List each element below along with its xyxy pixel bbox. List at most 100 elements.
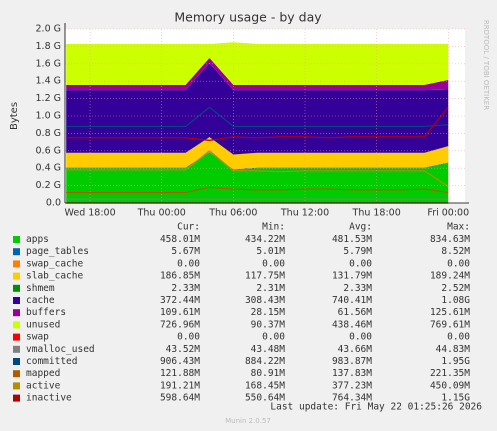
area	[66, 137, 449, 155]
x-tick-label: Fri 00:00	[427, 208, 469, 219]
legend-stat: 598.64M	[160, 393, 200, 404]
legend-stat: 5.79M	[343, 246, 372, 257]
x-tick-label: Wed 18:00	[65, 208, 116, 219]
legend-stat: 1.15G	[441, 393, 470, 404]
legend-label: committed	[26, 356, 77, 367]
line	[66, 106, 449, 128]
column-header: Max:	[447, 222, 470, 233]
legend-stat: 481.53M	[332, 234, 372, 245]
legend-swatch	[13, 272, 20, 280]
legend-stat: 1.08G	[441, 295, 470, 306]
legend-stat: 8.52M	[441, 246, 470, 257]
legend-label: buffers	[26, 307, 66, 318]
x-tick-label: Thu 06:00	[208, 208, 257, 219]
legend-swatch	[13, 321, 20, 329]
legend-stat: 117.75M	[245, 271, 285, 282]
legend-stat: 61.56M	[338, 307, 373, 318]
legend-stat: 769.61M	[430, 319, 470, 330]
legend-stat: 168.45M	[245, 380, 285, 391]
legend-stat: 43.52M	[166, 344, 201, 355]
legend-stat: 5.01M	[256, 246, 285, 257]
legend-stat: 308.43M	[245, 295, 285, 306]
legend-stat: 0.00	[262, 332, 285, 343]
legend-label: page_tables	[26, 246, 89, 257]
legend-swatch	[13, 297, 20, 304]
legend-stat: 43.66M	[338, 344, 373, 355]
legend-label: inactive	[26, 393, 72, 404]
legend-stat: 740.41M	[332, 295, 372, 306]
legend-stat: 458.01M	[160, 234, 200, 245]
legend-stat: 983.87M	[332, 356, 372, 367]
column-header: Cur:	[177, 222, 200, 233]
legend-stat: 726.96M	[160, 319, 200, 330]
legend-stat: 1.95G	[441, 356, 470, 367]
legend-stat: 834.63M	[430, 234, 470, 245]
line	[66, 106, 449, 141]
legend-stat: 121.88M	[160, 368, 200, 379]
legend-label: active	[26, 380, 61, 391]
legend-swatch	[13, 248, 20, 256]
legend-stat: 2.52M	[441, 283, 470, 294]
legend-label: apps	[26, 234, 49, 245]
legend-swatch	[13, 358, 20, 365]
legend-stat: 0.00	[177, 332, 200, 343]
legend-stat: 377.23M	[332, 380, 372, 391]
legend-stat: 0.00	[447, 258, 470, 269]
y-tick-label: 0.2 G	[36, 180, 62, 191]
legend-stat: 0.00	[447, 332, 470, 343]
legend-stat: 0.00	[262, 258, 285, 269]
legend-label: shmem	[26, 283, 55, 294]
side-text: RRDTOOL / TOBI OETIKER	[482, 20, 490, 110]
legend-stat: 109.61M	[160, 307, 200, 318]
legend-label: cache	[26, 295, 55, 306]
legend-stat: 189.24M	[430, 271, 470, 282]
legend-stat: 764.34M	[332, 393, 372, 404]
area	[66, 57, 449, 91]
legend-label: slab_cache	[26, 271, 83, 282]
legend-stat: 438.46M	[332, 319, 372, 330]
legend-stat: 906.43M	[160, 356, 200, 367]
y-tick-label: 0.0	[46, 198, 61, 209]
y-tick-label: 2.0 G	[36, 24, 62, 35]
legend-label: swap_cache	[26, 258, 83, 269]
legend-stat: 221.35M	[430, 368, 470, 379]
legend-label: unused	[26, 319, 60, 330]
y-tick-label: 1.8 G	[36, 41, 62, 52]
legend-swatch	[13, 333, 20, 341]
y-tick-label: 0.4 G	[36, 163, 62, 174]
legend-stat: 90.37M	[251, 319, 286, 330]
column-header: Min:	[262, 222, 285, 233]
line	[66, 186, 449, 194]
y-tick-label: 1.4 G	[36, 76, 62, 87]
y-tick-label: 1.6 G	[36, 58, 62, 69]
legend-stat: 0.00	[349, 332, 372, 343]
chart-title: Memory usage - by day	[174, 10, 322, 25]
legend-stat: 131.79M	[332, 271, 372, 282]
y-tick-label: 1.2 G	[36, 93, 62, 104]
y-axis-label: Bytes	[9, 102, 20, 130]
legend-swatch	[13, 236, 20, 243]
legend-swatch	[13, 370, 20, 378]
last-update: Last update: Fri May 22 01:25:26 2026	[270, 402, 482, 413]
y-tick-label: 0.6 G	[36, 145, 62, 156]
legend-stat: 137.83M	[332, 368, 372, 379]
legend-stat: 5.67M	[171, 246, 200, 257]
legend-stat: 2.33M	[171, 283, 200, 294]
legend-stat: 80.91M	[251, 368, 286, 379]
legend-stat: 0.00	[177, 258, 200, 269]
legend-swatch	[13, 394, 20, 402]
legend-swatch	[13, 345, 20, 353]
legend-stat: 125.61M	[430, 307, 470, 318]
legend-stat: 434.22M	[245, 234, 285, 245]
footer: Munin 2.0.57	[225, 417, 271, 425]
legend-stat: 191.21M	[160, 380, 200, 391]
legend-stat: 450.09M	[430, 380, 470, 391]
legend-stat: 550.64M	[245, 393, 285, 404]
legend-stat: 0.00	[349, 258, 372, 269]
legend-stat: 2.33M	[343, 283, 372, 294]
y-tick-label: 1.0 G	[36, 111, 62, 122]
line	[66, 150, 449, 187]
legend-swatch	[13, 309, 20, 317]
legend-swatch	[13, 382, 20, 390]
